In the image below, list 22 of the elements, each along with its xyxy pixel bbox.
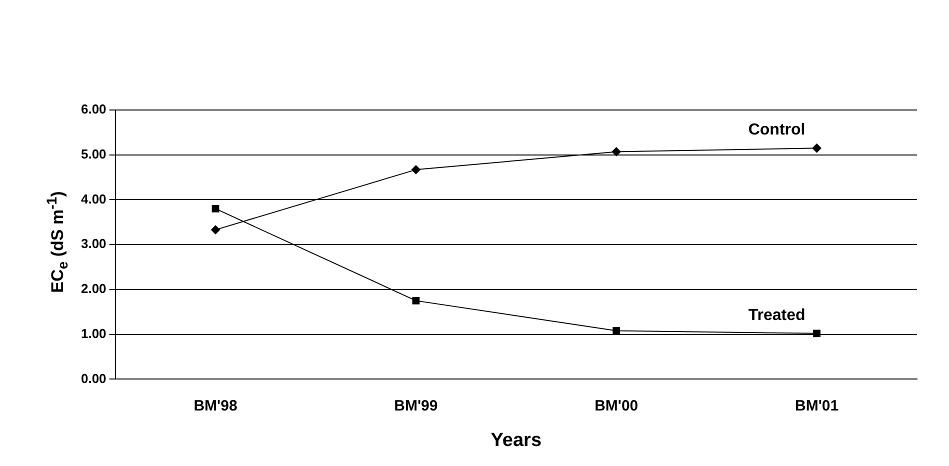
y-tick-label: 3.00 [80, 236, 106, 252]
x-tick-label: BM'01 [794, 397, 839, 414]
point [211, 225, 220, 234]
x-tick-label: BM'00 [594, 397, 638, 414]
point [612, 327, 620, 334]
x-tick-label: BM'99 [394, 397, 438, 414]
point [412, 297, 420, 304]
point [612, 147, 621, 156]
y-tick-label: 5.00 [80, 146, 106, 162]
x-axis-title: Years [490, 430, 542, 451]
point [813, 330, 820, 338]
y-tick-label: 0.00 [80, 370, 106, 386]
y-tick-label: 6.00 [80, 102, 106, 117]
x-tick-label: BM'98 [194, 397, 238, 414]
series-label: Treated [748, 306, 806, 324]
series-label: Control [748, 122, 806, 139]
y-tick-label: 1.00 [80, 326, 106, 341]
point [411, 165, 420, 174]
point [212, 205, 220, 212]
point [812, 144, 822, 153]
y-tick-label: 2.00 [80, 281, 106, 296]
y-tick-label: 4.00 [80, 191, 106, 206]
